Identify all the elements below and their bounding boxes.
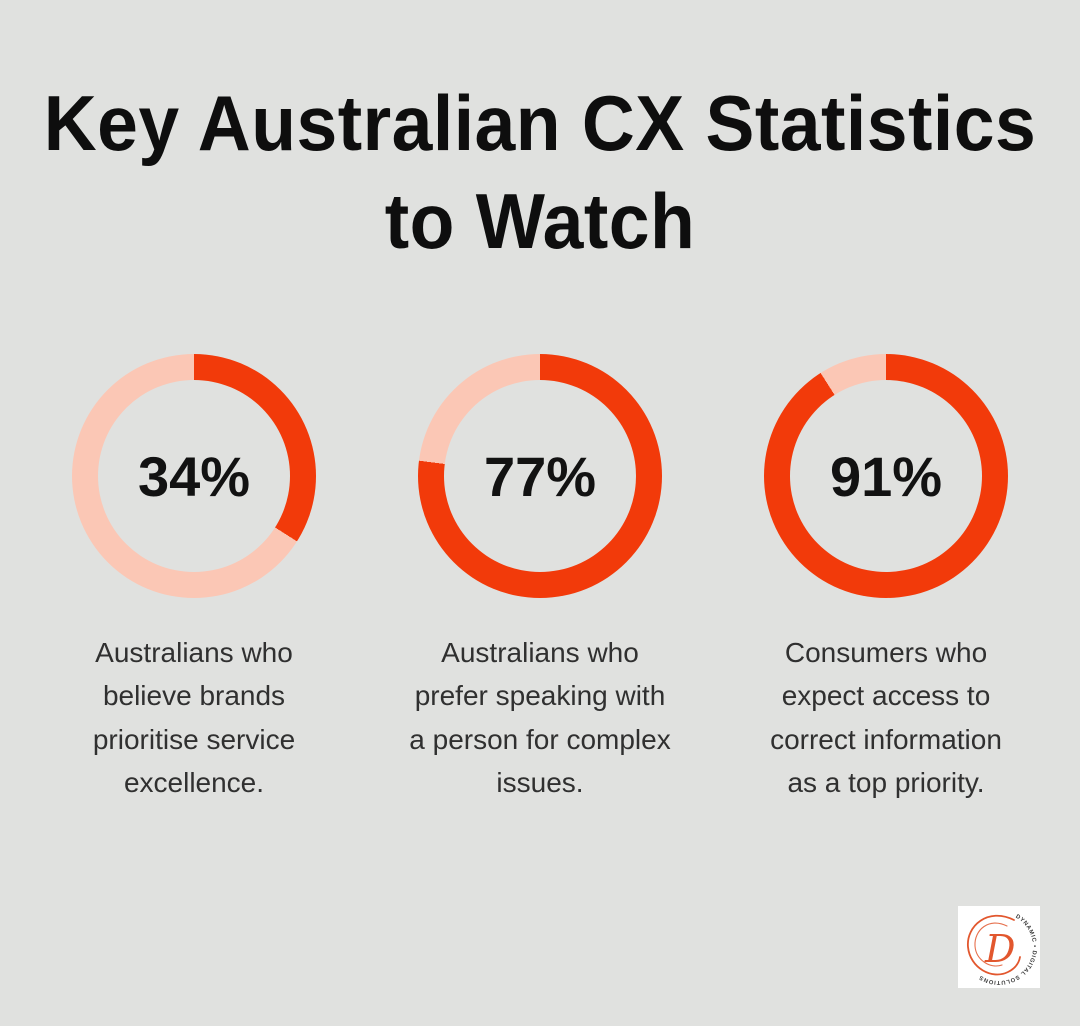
logo-swirl-icon [967,914,1021,976]
stat-column-3: 91% Consumers who expect access to corre… [716,354,1056,805]
logo-swirl-inner-icon [974,922,1008,967]
donut-chart-77: 77% [418,354,662,598]
donut-chart-91: 91% [764,354,1008,598]
stats-row: 34% Australians who believe brands prior… [24,354,1056,805]
donut-value-label: 91% [829,444,943,508]
page-title: Key Australian CX Statistics to Watch [0,74,1080,271]
page-title-line2: to Watch [384,177,696,266]
stat-caption: Australians who prefer speaking with a p… [409,637,671,799]
stat-caption: Consumers who expect access to correct i… [770,637,1002,799]
donut-value-label: 34% [137,444,251,508]
donut-chart-34: 34% [72,354,316,598]
stat-caption: Australians who believe brands prioritis… [92,637,296,799]
logo-monogram: D [984,927,1015,971]
brand-logo-graphic: D DYNAMIC • DIGITAL SOLUTIONS [958,906,1040,988]
brand-logo: D DYNAMIC • DIGITAL SOLUTIONS [958,906,1040,988]
page-title-line1: Key Australian CX Statistics [43,79,1037,167]
stat-column-2: 77% Australians who prefer speaking with… [370,354,710,805]
donut-value-label: 77% [483,444,597,508]
stat-column-1: 34% Australians who believe brands prior… [24,354,364,805]
